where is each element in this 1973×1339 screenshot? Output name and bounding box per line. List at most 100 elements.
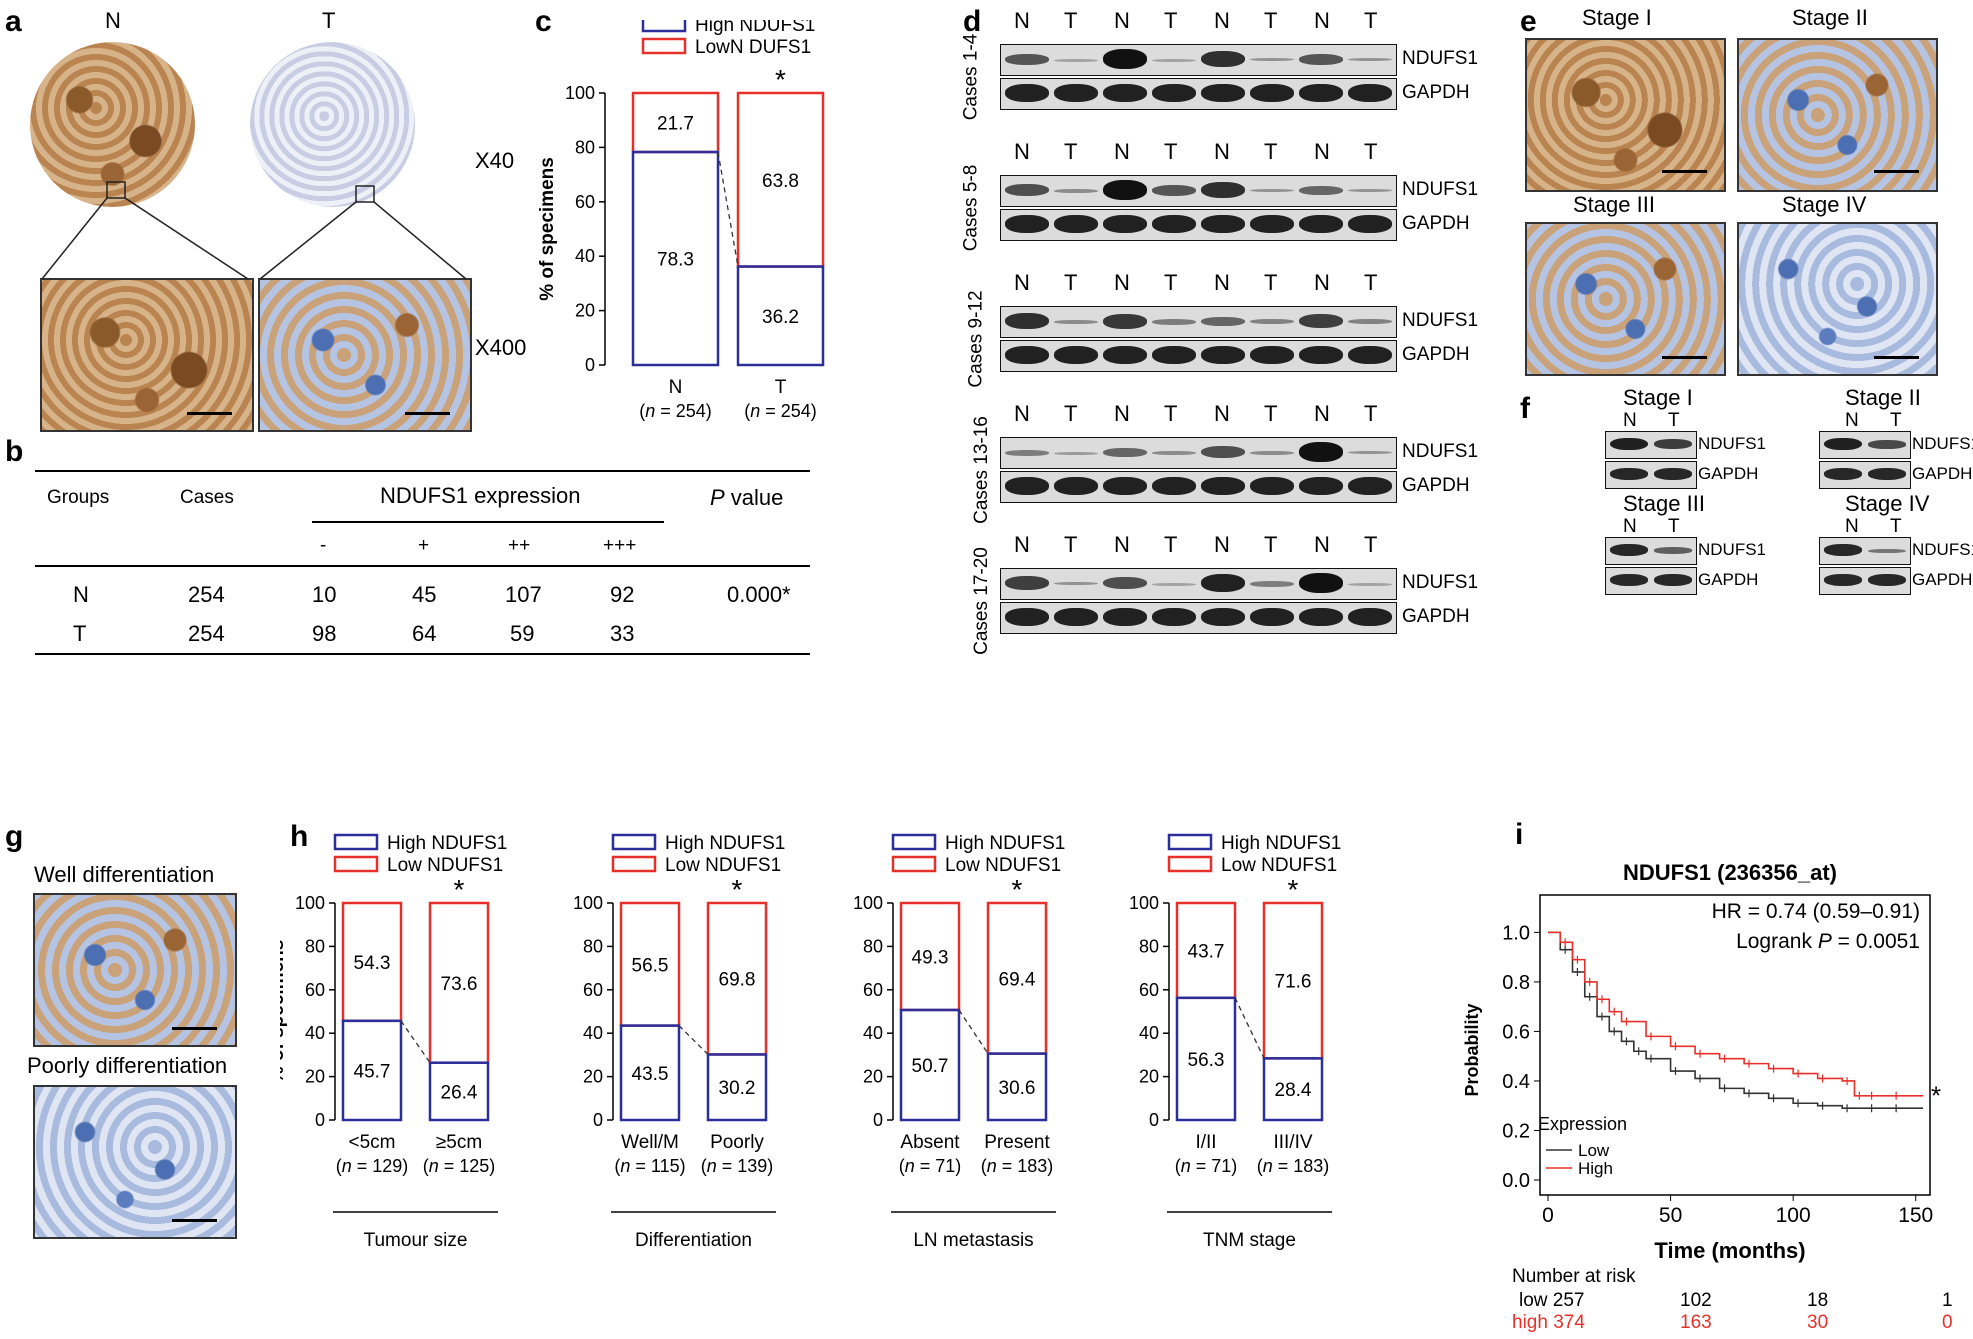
bar-high-value: 45.7 — [354, 1061, 391, 1082]
x-tick-label: 100 — [1776, 1204, 1811, 1227]
y-axis-title: % of specimens — [537, 157, 558, 301]
bar-high-value: 50.7 — [912, 1056, 949, 1077]
bar-low-value: 71.6 — [1275, 972, 1312, 993]
bar-low-value: 43.7 — [1188, 941, 1225, 962]
blot-band — [1152, 184, 1196, 196]
blot-band — [1654, 574, 1692, 587]
blot-band — [1824, 468, 1862, 481]
censor-mark — [1610, 1007, 1619, 1016]
bar-low-value: 54.3 — [354, 953, 391, 974]
legend-label-high: High NDUFS1 — [695, 20, 815, 36]
censor-mark — [1843, 1076, 1852, 1085]
blot-label-ndufs1: NDUFS1 — [1402, 179, 1479, 200]
blot-label-gapdh: GAPDH — [1912, 464, 1973, 483]
y-tick-label: 0 — [315, 1110, 325, 1130]
lane-label: N — [1114, 270, 1130, 295]
censor-mark — [1843, 1104, 1852, 1113]
legend-swatch-high — [611, 833, 657, 851]
blot-band — [1201, 477, 1245, 496]
bar-low-value: 56.5 — [632, 955, 669, 976]
lane-label: T — [1364, 532, 1378, 557]
blot-band — [1610, 544, 1648, 557]
bar-low-value: 73.6 — [441, 974, 478, 995]
lane-label: T — [1668, 410, 1680, 431]
blot-group-label: Cases 1-4 — [960, 33, 982, 121]
blot-band — [1054, 477, 1098, 496]
blot-band — [1005, 84, 1049, 103]
blot-band — [1348, 477, 1392, 496]
legend-swatch-high — [891, 833, 937, 851]
blot-band — [1103, 84, 1147, 103]
blot-strip-gapdh — [1000, 471, 1397, 503]
blot-band — [1005, 184, 1049, 197]
y-tick-label: 100 — [573, 893, 603, 913]
blot-band — [1054, 188, 1098, 193]
blot-band — [1299, 186, 1343, 196]
blot-band — [1868, 468, 1906, 481]
y-tick-label: 80 — [863, 936, 883, 956]
ihc-poor-diff — [33, 1085, 237, 1239]
x-category-label: T — [775, 377, 787, 398]
stage-f-label: Stage II — [1845, 385, 1921, 410]
chart-i: NDUFS1 (236356_at) 0.0 0.2 0.4 0.6 0.8 1.0 0 50 1… — [1462, 860, 1941, 1263]
censor-mark — [1671, 1042, 1680, 1051]
blot-band — [1299, 477, 1343, 496]
ihc-zoom-tumor — [258, 278, 472, 432]
censor-mark — [1561, 938, 1570, 947]
bar-low-value: 63.8 — [762, 171, 799, 192]
stage-e-label: Stage III — [1573, 192, 1655, 217]
panel-e-label: e — [1520, 5, 1537, 38]
blot-band — [1348, 58, 1392, 62]
censor-mark — [1696, 1074, 1704, 1083]
x-category-label: ≥5cm — [436, 1132, 482, 1153]
table-top-rule — [35, 470, 810, 472]
blot-band — [1152, 84, 1196, 103]
censor-mark — [1867, 1104, 1876, 1113]
blot-strip-gapdh — [1605, 567, 1697, 595]
bar-high-value: 26.4 — [441, 1082, 478, 1103]
bar-high-value: 56.3 — [1188, 1050, 1225, 1071]
blot-strip-ndufs1 — [1000, 437, 1397, 469]
censor-mark — [1769, 1064, 1778, 1073]
ihc-stage-4 — [1737, 222, 1938, 376]
censor-mark — [1573, 955, 1582, 964]
poor-diff-label: Poorly differentiation — [27, 1053, 228, 1078]
logrank-text: Logrank P = 0.0051 — [1736, 930, 1920, 953]
blot-label-ndufs1: NDUFS1 — [1402, 310, 1479, 331]
bar-high-segment — [706, 1053, 768, 1122]
lane-label: T — [1264, 401, 1278, 426]
blot-band — [1824, 544, 1862, 557]
legend-label-high: High NDUFS1 — [1221, 833, 1341, 854]
y-tick-label: 40 — [1139, 1023, 1159, 1043]
legend-swatch-low — [891, 855, 937, 873]
blot-band — [1299, 215, 1343, 234]
legend-label-low: Low NDUFS1 — [945, 855, 1061, 876]
blot-band — [1201, 182, 1245, 199]
panel-a-col-t: T — [322, 8, 336, 33]
y-tick-label: 40 — [575, 246, 595, 266]
blot-band — [1610, 468, 1648, 481]
panel-a-mag-high: X400 — [475, 335, 527, 360]
censor-mark — [1561, 945, 1570, 954]
blot-band — [1868, 440, 1906, 449]
lane-label: T — [1890, 516, 1902, 537]
y-tick-label: 60 — [305, 980, 325, 1000]
blot-band — [1152, 215, 1196, 234]
y-tick-label: 40 — [583, 1023, 603, 1043]
lane-label: N — [1845, 410, 1859, 431]
blot-strip-ndufs1 — [1000, 568, 1397, 600]
legend-title: Expression — [1538, 1114, 1627, 1134]
blot-band — [1348, 189, 1392, 193]
row-n-group: N — [73, 582, 89, 607]
x-category-label: III/IV — [1273, 1132, 1312, 1153]
lane-label: T — [1064, 532, 1078, 557]
panel-h-label: h — [290, 820, 309, 853]
x-category-label: <5cm — [349, 1132, 396, 1153]
bar-low-value: 69.8 — [719, 970, 756, 991]
lane-label: T — [1668, 516, 1680, 537]
stage-e-label: Stage II — [1792, 5, 1868, 30]
panel-a-col-n: N — [105, 8, 121, 33]
blot-band — [1103, 608, 1147, 627]
km-curve-high — [1548, 931, 1924, 1097]
legend-label-low: Low — [1578, 1141, 1610, 1160]
